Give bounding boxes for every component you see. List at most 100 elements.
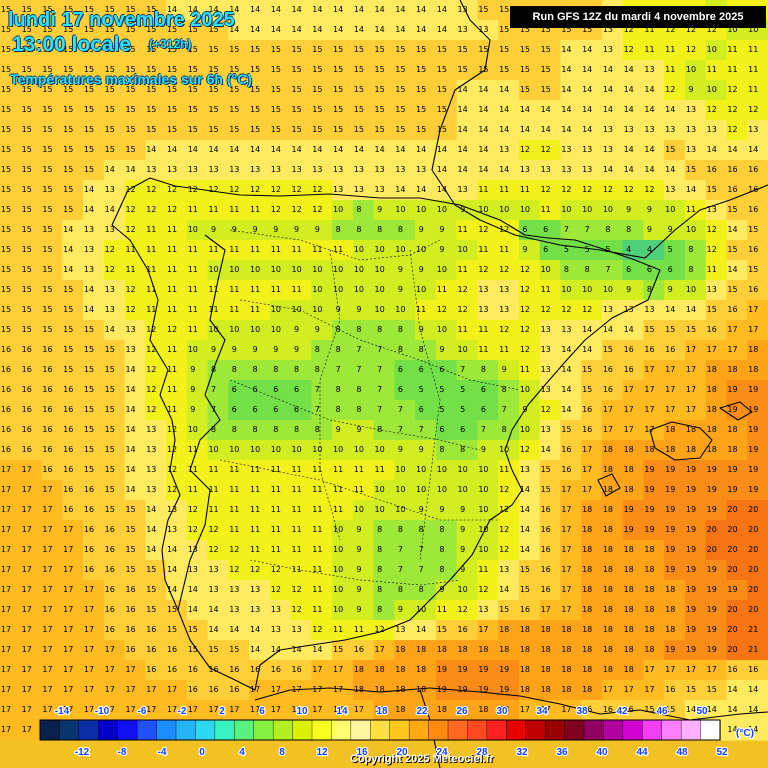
temperature-cell [539, 420, 562, 441]
legend-top-label: 18 [376, 706, 388, 717]
temperature-cell [747, 280, 768, 301]
temperature-cell [373, 260, 395, 281]
temperature-cell [415, 40, 437, 61]
temperature-cell [664, 140, 686, 161]
temperature-cell [103, 360, 126, 381]
temperature-value: 14 [624, 85, 634, 94]
temperature-value: 17 [1, 505, 11, 514]
temperature-value: 15 [22, 325, 32, 334]
temperature-value: 16 [84, 545, 94, 554]
temperature-cell [705, 60, 728, 81]
temperature-cell [373, 320, 395, 341]
temperature-cell [311, 420, 333, 441]
temperature-value: 18 [644, 445, 654, 454]
temperature-cell [62, 100, 84, 121]
temperature-cell [477, 440, 499, 461]
temperature-cell [145, 640, 167, 661]
temperature-cell [83, 240, 105, 261]
temperature-value: 19 [437, 685, 447, 694]
temperature-value: 15 [42, 245, 52, 254]
temperature-value: 13 [146, 425, 156, 434]
temperature-cell [560, 360, 582, 381]
legend-swatch [98, 719, 119, 741]
temperature-cell [498, 160, 520, 181]
temperature-cell [705, 420, 728, 441]
temperature-value: 11 [229, 485, 239, 494]
temperature-value: 9 [377, 205, 382, 214]
temperature-value: 8 [377, 605, 382, 614]
temperature-cell [83, 0, 105, 21]
temperature-value: 15 [105, 485, 115, 494]
temperature-value: 12 [188, 185, 198, 194]
temperature-value: 16 [105, 525, 115, 534]
temperature-value: 17 [582, 465, 592, 474]
temperature-cell [705, 320, 728, 341]
temperature-value: 9 [439, 585, 444, 594]
temperature-cell [684, 420, 707, 441]
temperature-value: 9 [336, 425, 341, 434]
temperature-value: 19 [665, 525, 675, 534]
temperature-value: 17 [541, 605, 551, 614]
temperature-cell [166, 220, 188, 241]
temperature-cell [560, 400, 582, 421]
temperature-value: 19 [458, 665, 468, 674]
temperature-cell [456, 480, 479, 501]
temperature-value: 11 [354, 485, 364, 494]
temperature-cell [20, 120, 43, 141]
temperature-cell [352, 20, 375, 41]
temperature-value: 16 [42, 405, 52, 414]
temperature-cell [352, 360, 375, 381]
temperature-cell [207, 60, 229, 81]
temperature-cell [705, 240, 728, 261]
temperature-cell [726, 140, 748, 161]
temperature-value: 15 [84, 425, 94, 434]
temperature-cell [166, 120, 188, 141]
temperature-cell [581, 400, 603, 421]
temperature-cell [643, 380, 665, 401]
temperature-cell [124, 320, 146, 341]
temperature-value: 12 [167, 325, 177, 334]
legend-top-label: 30 [496, 706, 508, 717]
temperature-value: 11 [167, 245, 177, 254]
temperature-value: 16 [624, 345, 634, 354]
temperature-value: 19 [644, 465, 654, 474]
temperature-cell [0, 500, 22, 521]
temperature-value: 11 [167, 305, 177, 314]
temperature-cell [435, 280, 458, 301]
temperature-cell [83, 340, 105, 361]
temperature-value: 10 [416, 485, 426, 494]
temperature-cell [145, 160, 167, 181]
temperature-value: 11 [250, 305, 260, 314]
legend-swatch [700, 719, 721, 741]
temperature-value: 14 [312, 25, 322, 34]
temperature-value: 19 [707, 565, 717, 574]
temperature-cell [83, 560, 105, 581]
temperature-cell [747, 80, 768, 101]
temperature-cell [518, 380, 541, 401]
temperature-cell [41, 500, 63, 521]
temperature-value: 9 [668, 225, 673, 234]
temperature-value: 8 [585, 265, 590, 274]
temperature-cell [415, 260, 437, 281]
temperature-cell [581, 280, 603, 301]
temperature-value: 15 [416, 85, 426, 94]
temperature-cell [249, 600, 271, 621]
legend-swatch [661, 719, 682, 741]
temperature-value: 9 [336, 305, 341, 314]
temperature-value: 12 [146, 185, 156, 194]
temperature-cell [228, 0, 250, 21]
temperature-cell [394, 480, 416, 501]
temperature-cell [290, 20, 312, 41]
temperature-cell [166, 480, 188, 501]
legend-swatch [447, 719, 469, 741]
temperature-value: 10 [437, 205, 447, 214]
temperature-value: 15 [395, 125, 405, 134]
temperature-value: 15 [354, 45, 364, 54]
temperature-cell [539, 220, 562, 241]
temperature-value: 19 [478, 665, 488, 674]
temperature-value: 11 [312, 585, 322, 594]
temperature-value: 13 [271, 605, 281, 614]
temperature-cell [394, 460, 416, 481]
temperature-value: 12 [478, 225, 488, 234]
temperature-cell [290, 640, 312, 661]
